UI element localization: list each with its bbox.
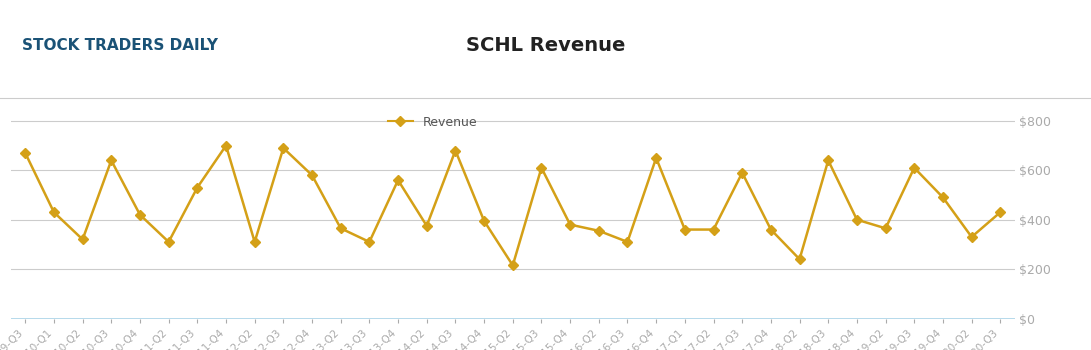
Line: Revenue: Revenue [22,142,1004,269]
Revenue [621,240,634,244]
Revenue [850,218,863,222]
Revenue [506,263,519,267]
Revenue [936,195,949,199]
Revenue [707,228,720,232]
Text: SCHL Revenue: SCHL Revenue [466,36,625,55]
Revenue [363,240,376,244]
Legend: Revenue: Revenue [383,111,482,134]
Revenue [19,151,32,155]
Revenue [765,228,778,232]
Revenue [47,210,60,214]
Revenue [879,226,892,230]
Revenue [76,237,89,241]
Revenue [908,166,921,170]
Revenue [191,186,204,190]
Revenue [793,257,806,261]
Revenue [277,146,290,150]
Revenue [105,158,118,162]
Revenue [649,156,662,160]
Revenue [535,166,548,170]
Revenue [994,210,1007,214]
Revenue [334,226,347,230]
Revenue [735,171,748,175]
Revenue [392,178,405,182]
Revenue [448,148,461,153]
Revenue [966,235,979,239]
Revenue [305,173,319,177]
Revenue [564,223,577,227]
Revenue [478,219,491,223]
Revenue [822,158,835,162]
Revenue [163,240,176,244]
Revenue [248,240,261,244]
Revenue [133,213,146,217]
Text: STOCK TRADERS DAILY: STOCK TRADERS DAILY [22,38,218,53]
Revenue [219,144,232,148]
Revenue [420,224,433,228]
Revenue [679,228,692,232]
Revenue [592,229,606,233]
